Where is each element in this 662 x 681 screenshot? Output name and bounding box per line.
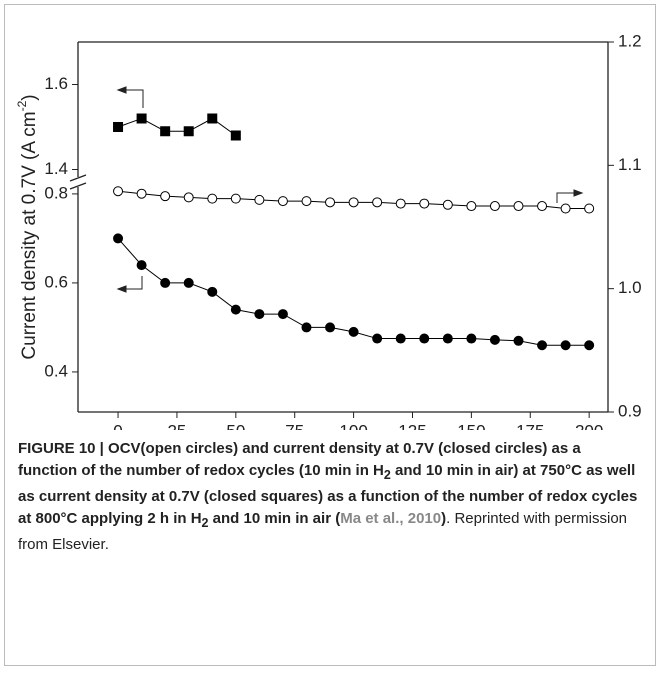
- y-tick-label: 0.6: [44, 272, 68, 291]
- circle-marker: [325, 322, 336, 333]
- caption-text: . Reprinted with permission from Elsevie…: [18, 510, 628, 553]
- circle-marker: [395, 333, 406, 344]
- circle-marker: [372, 197, 383, 208]
- circle-marker: [395, 198, 406, 209]
- square-marker: [207, 113, 218, 124]
- circle-marker: [537, 340, 548, 351]
- circle-marker: [466, 201, 477, 212]
- circle-marker: [442, 199, 453, 210]
- y2-tick-label: 1.2: [618, 31, 642, 50]
- y-axis-label-main: Current density at 0.7V (A cm: [19, 111, 40, 359]
- circle-marker: [348, 197, 359, 208]
- circle-marker: [183, 277, 194, 288]
- x-tick-label: 0: [113, 421, 122, 430]
- figure-frame: [4, 4, 656, 666]
- axis-frame: [69, 41, 609, 413]
- caption-link[interactable]: Ma et al., 2010: [340, 510, 442, 527]
- circle-marker: [537, 201, 548, 212]
- annotation-arrows: [116, 86, 584, 293]
- circle-marker: [160, 277, 171, 288]
- circle-marker: [230, 304, 241, 315]
- caption-bold: and 10 min in air (: [208, 510, 341, 527]
- square-marker: [160, 126, 171, 137]
- caption-sub: 2: [201, 516, 209, 530]
- circle-marker: [301, 196, 312, 207]
- circle-marker: [277, 309, 288, 320]
- caption-bold: ): [441, 510, 447, 527]
- circle-marker: [113, 186, 124, 197]
- square-marker: [183, 126, 194, 137]
- x-tick-label: 200: [575, 421, 603, 430]
- circle-marker: [230, 193, 241, 204]
- y-tick-label: 1.4: [44, 159, 68, 178]
- caption-bold: and 10 min in air) at 750°C as well as c…: [18, 462, 638, 527]
- circle-marker: [372, 333, 383, 344]
- circle-marker: [254, 309, 265, 320]
- circle-marker: [419, 198, 430, 209]
- circle-marker: [207, 193, 218, 204]
- circle-marker: [419, 333, 430, 344]
- circle-marker: [560, 203, 571, 214]
- circle-marker: [301, 322, 312, 333]
- circle-marker: [183, 192, 194, 203]
- x-tick-label: 150: [457, 421, 485, 430]
- circle-marker: [136, 188, 147, 199]
- y-tick-label: 0.8: [44, 183, 68, 202]
- circle-marker: [513, 201, 524, 212]
- x-tick-label: 75: [285, 421, 304, 430]
- circle-marker: [277, 196, 288, 207]
- y2-tick-label: 1.0: [618, 278, 642, 297]
- circle-marker: [584, 340, 595, 351]
- circle-marker: [160, 191, 171, 202]
- y-tick-label: 0.4: [44, 361, 68, 380]
- circle-marker: [207, 286, 218, 297]
- circle-marker: [254, 194, 265, 205]
- y-axis-label: Current density at 0.7V (A cm-2): [15, 94, 40, 359]
- caption: FIGURE 10 | OCV(open circles) and curren…: [18, 438, 644, 556]
- circle-marker: [442, 333, 453, 344]
- circle-marker: [489, 334, 500, 345]
- square-marker: [136, 113, 147, 124]
- circle-marker: [348, 326, 359, 337]
- chart: No. of redox cycles Current density at 0…: [15, 31, 642, 430]
- x-tick-label: 175: [516, 421, 544, 430]
- y-axis-label-sup: -2: [15, 100, 29, 111]
- x-tick-label: 50: [226, 421, 245, 430]
- square-marker: [113, 122, 124, 132]
- circle-marker: [325, 197, 336, 208]
- caption-bold: FIGURE 10 | OCV(open circles) and curren…: [18, 440, 581, 479]
- y-axis-label-end: ): [19, 94, 40, 100]
- x-tick-label: 25: [167, 421, 186, 430]
- y-tick-label: 1.6: [44, 74, 68, 93]
- circle-marker: [584, 203, 595, 214]
- circle-marker: [136, 260, 147, 271]
- circle-marker: [513, 335, 524, 346]
- square-marker: [230, 130, 241, 141]
- circle-marker: [466, 333, 477, 344]
- circle-marker: [489, 201, 500, 212]
- circle-marker: [113, 233, 124, 244]
- circle-marker: [560, 340, 571, 351]
- series-line: [117, 117, 237, 136]
- caption-sub: 2: [383, 468, 391, 482]
- x-tick-label: 100: [339, 421, 367, 430]
- y2-tick-label: 1.1: [618, 155, 642, 174]
- y2-tick-label: 0.9: [618, 401, 642, 420]
- x-tick-label: 125: [398, 421, 426, 430]
